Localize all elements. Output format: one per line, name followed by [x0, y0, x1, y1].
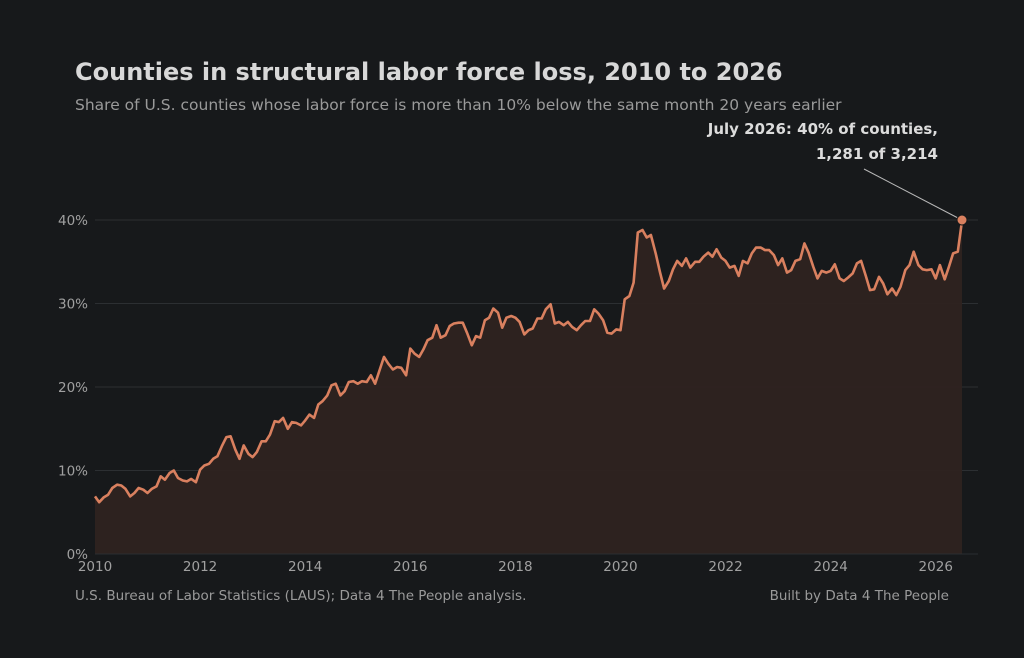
annotation-line-1: July 2026: 40% of counties, [707, 120, 938, 138]
x-tick-label: 2014 [288, 559, 322, 575]
highlight-point [956, 214, 968, 226]
x-tick-label: 2016 [393, 559, 427, 575]
chart-subtitle: Share of U.S. counties whose labor force… [75, 96, 842, 114]
source-note: U.S. Bureau of Labor Statistics (LAUS); … [75, 588, 527, 604]
y-tick-label: 10% [58, 464, 88, 480]
annotation-line-2: 1,281 of 3,214 [816, 145, 938, 163]
annotation-leader-line [863, 168, 959, 219]
y-tick-label: 30% [58, 297, 88, 313]
x-tick-label: 2024 [813, 559, 847, 575]
area-fill [95, 220, 962, 555]
x-tick-label: 2012 [183, 559, 217, 575]
y-tick-label: 40% [58, 213, 88, 229]
series-line [93, 220, 964, 504]
x-tick-label: 2020 [603, 559, 637, 575]
y-tick-label: 20% [58, 380, 88, 396]
y-tick-label: 0% [67, 547, 89, 563]
chart-title: Counties in structural labor force loss,… [75, 58, 783, 86]
x-tick-label: 2010 [78, 559, 112, 575]
credit-note: Built by Data 4 The People [769, 588, 949, 604]
x-tick-label: 2022 [708, 559, 742, 575]
y-axis-ticks: 0% 10% 20% 30% 40% [58, 213, 88, 563]
x-axis-ticks: 2010 2012 2014 2016 2018 2020 2022 2024 2026 [78, 559, 953, 575]
x-tick-label: 2018 [498, 559, 532, 575]
x-tick-label: 2026 [919, 559, 953, 575]
